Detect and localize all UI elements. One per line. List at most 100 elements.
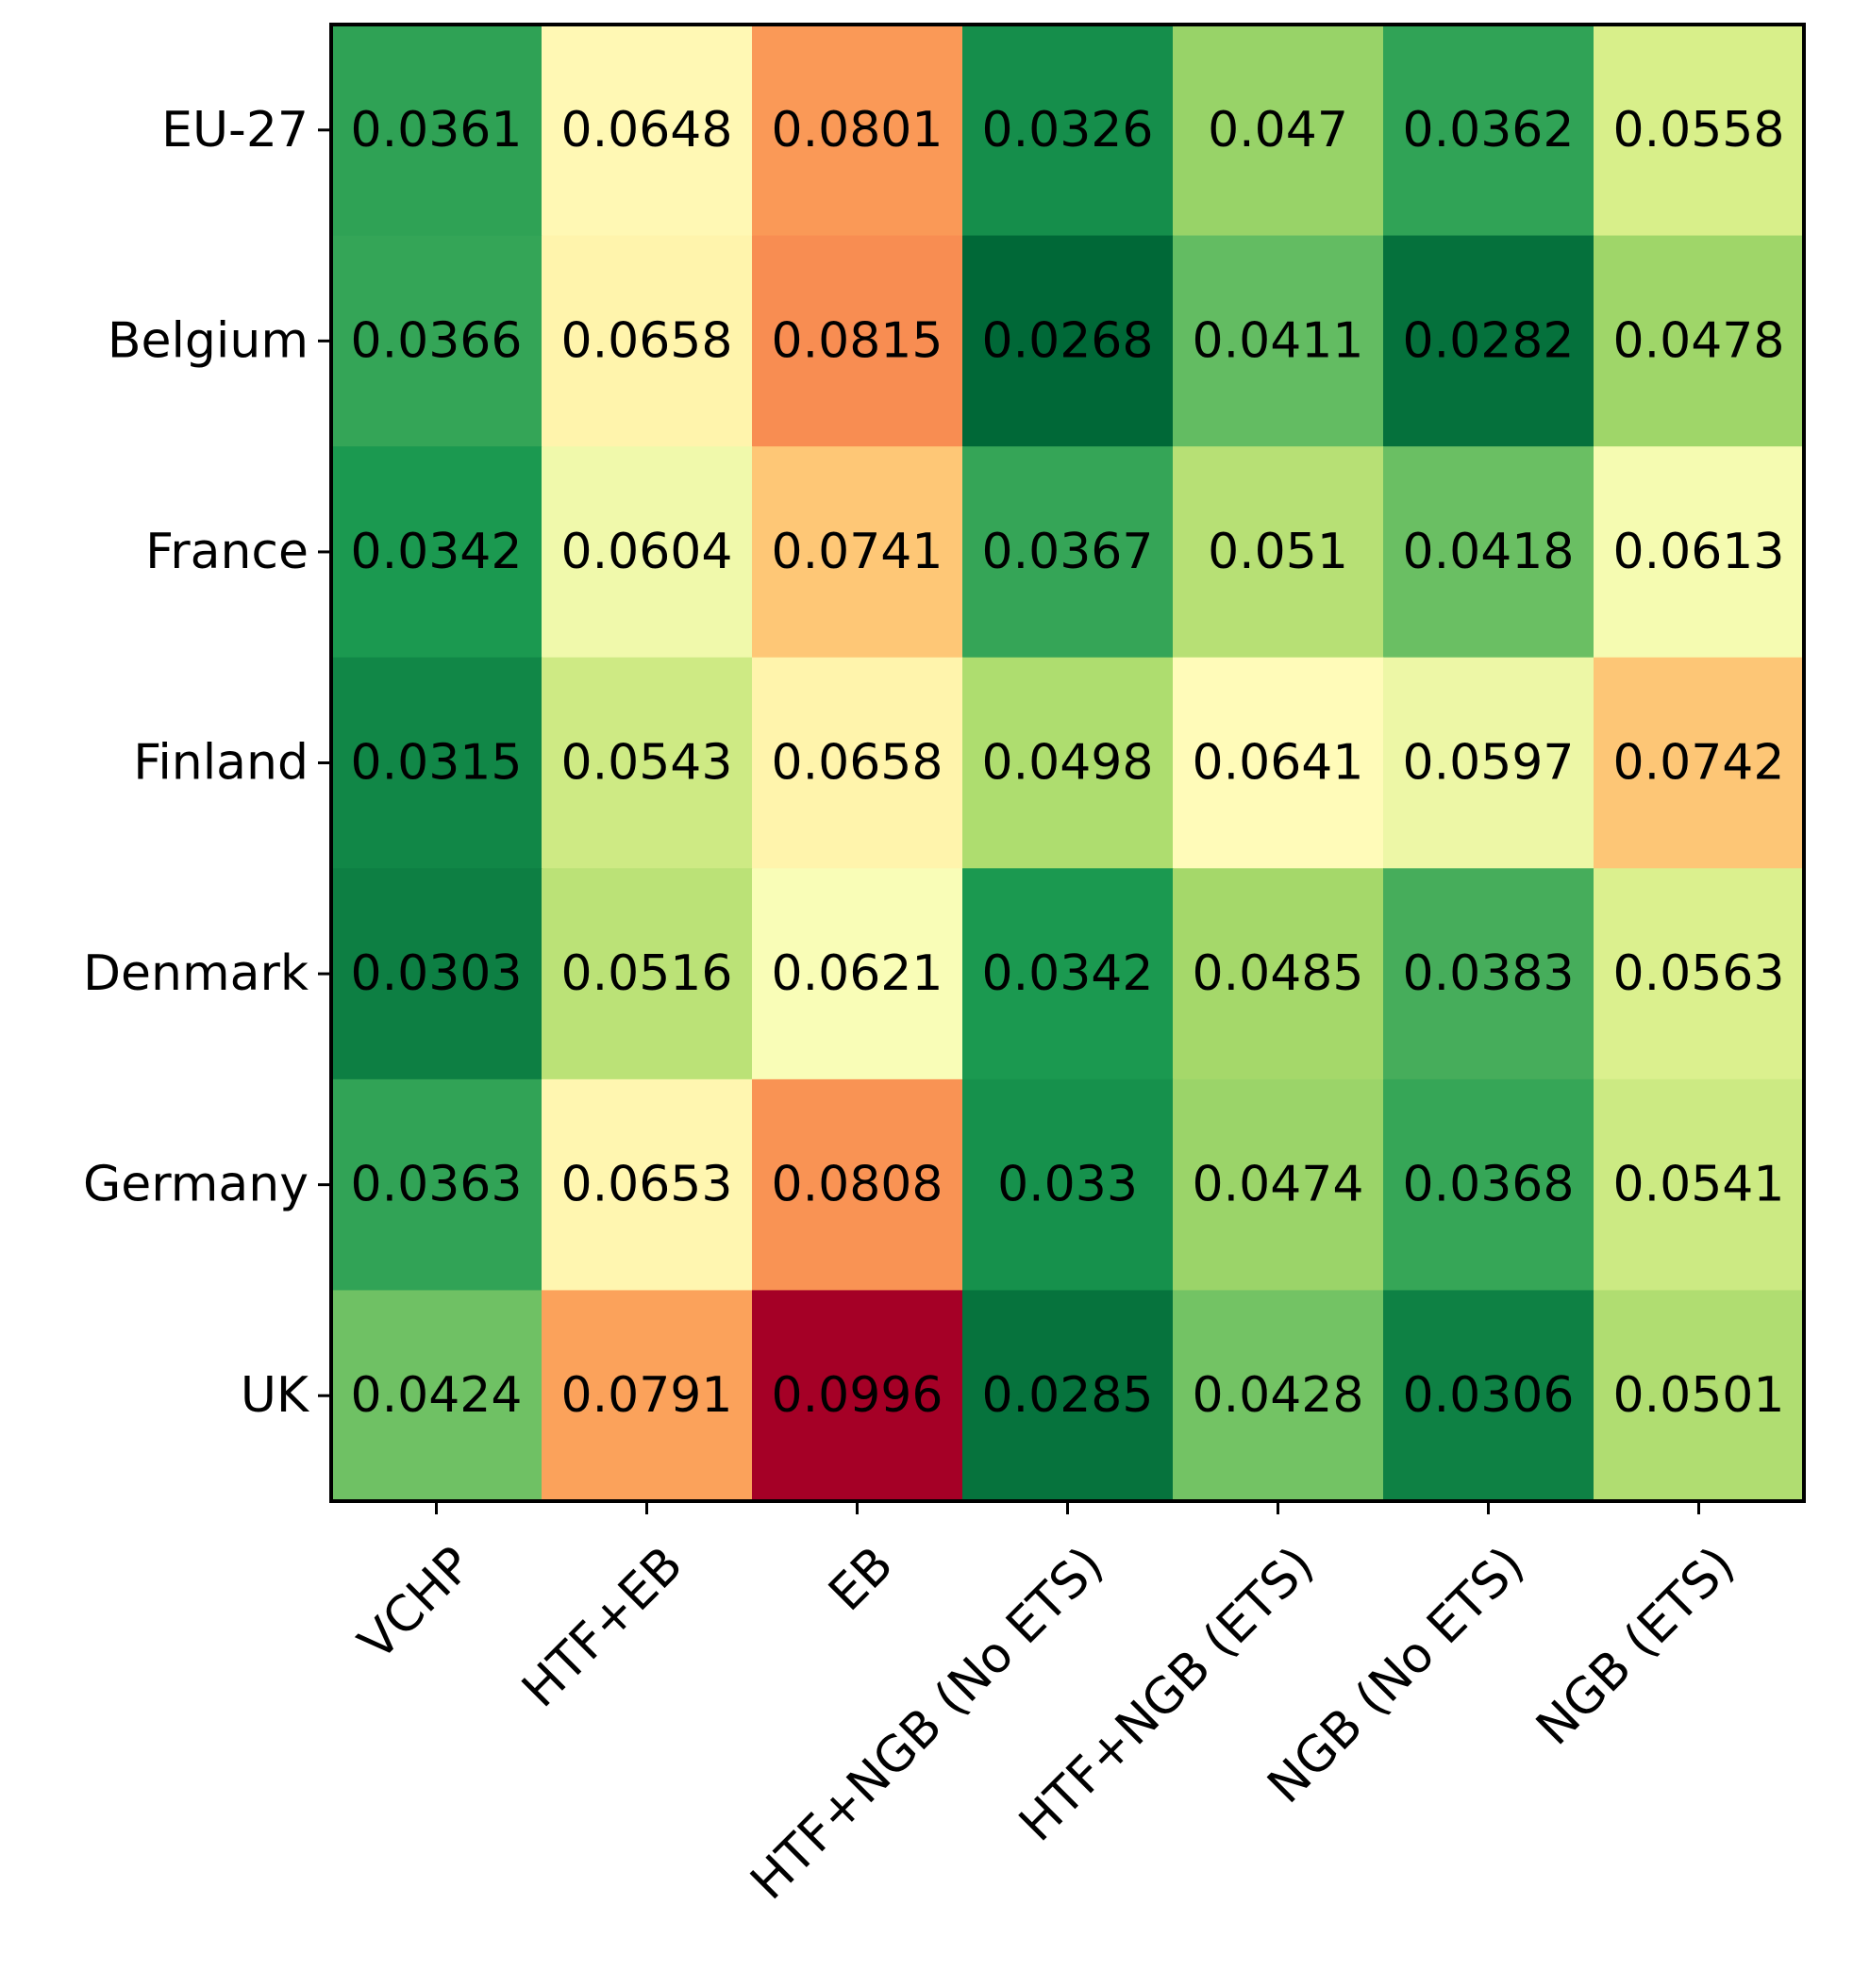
y-tick-label: EU-27: [161, 102, 309, 159]
cell-value-label: 0.0498: [982, 735, 1154, 792]
heatmap-cell: [1383, 657, 1594, 869]
cell-value-label: 0.0326: [982, 102, 1154, 159]
heatmap-cell: [752, 657, 963, 869]
heatmap-cell: [542, 657, 753, 869]
cell-value-label: 0.0485: [1193, 945, 1364, 1002]
heatmap-cell: [1173, 235, 1384, 447]
cell-value-label: 0.0411: [1193, 312, 1364, 369]
heatmap-cell: [331, 657, 543, 869]
cell-value-label: 0.0516: [561, 945, 733, 1002]
heatmap-cell: [962, 1290, 1174, 1502]
cell-value-label: 0.0597: [1403, 735, 1575, 792]
heatmap-cell: [1383, 1078, 1594, 1292]
heatmap-cells: [331, 25, 1805, 1502]
cell-value-label: 0.0641: [1193, 735, 1364, 792]
heatmap-cell: [752, 235, 963, 447]
heatmap-cell: [962, 1078, 1174, 1292]
heatmap-cell: [1594, 657, 1805, 869]
heatmap-cell: [1173, 1290, 1384, 1502]
cell-value-label: 0.0268: [982, 312, 1154, 369]
heatmap-cell: [542, 235, 753, 447]
cell-value-label: 0.0815: [772, 312, 943, 369]
heatmap-cell: [752, 25, 963, 237]
heatmap-cell: [1594, 235, 1805, 447]
cell-value-label: 0.0558: [1613, 102, 1785, 159]
heatmap-cell: [752, 1078, 963, 1292]
heatmap-cell: [1383, 868, 1594, 1080]
heatmap-cell: [1173, 1078, 1384, 1292]
cell-value-label: 0.0303: [351, 945, 523, 1002]
heatmap-cell: [542, 868, 753, 1080]
cell-value-label: 0.0791: [561, 1367, 733, 1424]
cell-value-label: 0.0306: [1403, 1367, 1575, 1424]
cell-value-label: 0.0424: [351, 1367, 523, 1424]
heatmap-cell: [962, 657, 1174, 869]
heatmap-cell: [331, 446, 543, 659]
cell-value-label: 0.0362: [1403, 102, 1575, 159]
cell-value-label: 0.0541: [1613, 1157, 1785, 1213]
cell-value-label: 0.0648: [561, 102, 733, 159]
cell-value-label: 0.0478: [1613, 312, 1785, 369]
cell-value-label: 0.0741: [772, 524, 943, 580]
y-tick-label: Belgium: [108, 312, 309, 369]
y-axis: EU-27 Belgium France Finland Denmark Germany U…: [83, 102, 331, 1424]
cell-value-label: 0.0418: [1403, 524, 1575, 580]
cell-value-label: 0.0368: [1403, 1157, 1575, 1213]
cell-value-label: 0.0801: [772, 102, 943, 159]
cell-value-label: 0.0658: [772, 735, 943, 792]
heatmap-cell: [331, 1290, 543, 1502]
heatmap-cell: [962, 235, 1174, 447]
heatmap-cell: [1594, 868, 1805, 1080]
cell-value-label: 0.0474: [1193, 1157, 1364, 1213]
heatmap-cell: [542, 25, 753, 237]
heatmap-cell: [331, 868, 543, 1080]
cell-value-label: 0.0742: [1613, 735, 1785, 792]
y-tick-label: UK: [241, 1367, 310, 1424]
heatmap-cell: [962, 25, 1174, 237]
heatmap-cell: [542, 1290, 753, 1502]
heatmap-cell: [1594, 25, 1805, 237]
heatmap-cell: [331, 25, 543, 237]
heatmap-cell: [542, 446, 753, 659]
heatmap-cell: [331, 235, 543, 447]
cell-value-label: 0.0366: [351, 312, 523, 369]
cell-value-label: 0.0428: [1193, 1367, 1364, 1424]
heatmap-cell: [1594, 446, 1805, 659]
heatmap-cell: [752, 446, 963, 659]
cell-value-label: 0.051: [1208, 524, 1348, 580]
cell-value-label: 0.0996: [772, 1367, 943, 1424]
heatmap-cell: [962, 868, 1174, 1080]
heatmap-cell: [1383, 25, 1594, 237]
cell-value-label: 0.0653: [561, 1157, 733, 1213]
cell-value-label: 0.0501: [1613, 1367, 1785, 1424]
cell-value-label: 0.0808: [772, 1157, 943, 1213]
cell-value-label: 0.0363: [351, 1157, 523, 1213]
cell-value-label: 0.0342: [351, 524, 523, 580]
cell-value-label: 0.0367: [982, 524, 1154, 580]
cell-value-label: 0.0285: [982, 1367, 1154, 1424]
cell-value-label: 0.0342: [982, 945, 1154, 1002]
cell-value-label: 0.0604: [561, 524, 733, 580]
cell-value-label: 0.033: [997, 1157, 1138, 1213]
y-tick-label: Germany: [83, 1157, 309, 1213]
heatmap-cell: [752, 1290, 963, 1502]
heatmap-cell: [331, 1078, 543, 1292]
y-tick-label: Denmark: [83, 945, 309, 1002]
heatmap-cell: [752, 868, 963, 1080]
y-tick-label: France: [145, 524, 309, 580]
heatmap-cell: [1173, 868, 1384, 1080]
cell-value-label: 0.0543: [561, 735, 733, 792]
cell-value-label: 0.0621: [772, 945, 943, 1002]
heatmap-cell: [1594, 1078, 1805, 1292]
heatmap-cell: [962, 446, 1174, 659]
y-tick-label: Finland: [133, 735, 309, 792]
heatmap-cell-labels: 0.0361 0.0648 0.0801 0.0326 0.047 0.0362 0.055…: [351, 102, 1785, 1424]
cell-value-label: 0.0658: [561, 312, 733, 369]
heatmap-cell: [1594, 1290, 1805, 1502]
heatmap-cell: [1173, 657, 1384, 869]
heatmap-cell: [1383, 1290, 1594, 1502]
cell-value-label: 0.0563: [1613, 945, 1785, 1002]
heatmap-cell: [1173, 25, 1384, 237]
heatmap-cell: [1173, 446, 1384, 659]
